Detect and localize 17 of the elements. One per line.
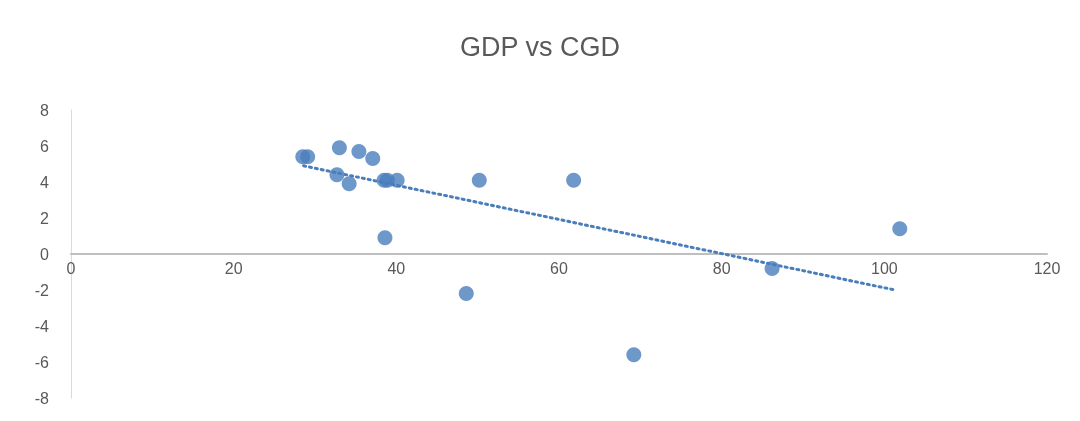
- y-tick-label: -8: [34, 389, 50, 407]
- y-tick-label: 8: [40, 101, 50, 119]
- y-tick-label: -6: [34, 353, 50, 371]
- x-tick-label: 40: [387, 259, 406, 277]
- y-tick-label: 0: [40, 245, 50, 263]
- y-tick-label: -2: [34, 281, 50, 299]
- x-tick-label: 120: [1033, 259, 1061, 277]
- x-tick-label: 60: [550, 259, 568, 277]
- chart-title: GDP vs CGD: [459, 31, 621, 62]
- y-tick-label: 6: [40, 137, 50, 155]
- y-tick-label: 4: [40, 173, 50, 191]
- x-tick-label: 0: [66, 259, 76, 277]
- x-tick-label: 80: [712, 259, 731, 277]
- y-tick-label: 2: [40, 209, 50, 227]
- x-tick-label: 100: [870, 259, 898, 277]
- x-tick-label: 20: [224, 259, 243, 277]
- y-tick-label: -4: [34, 317, 50, 335]
